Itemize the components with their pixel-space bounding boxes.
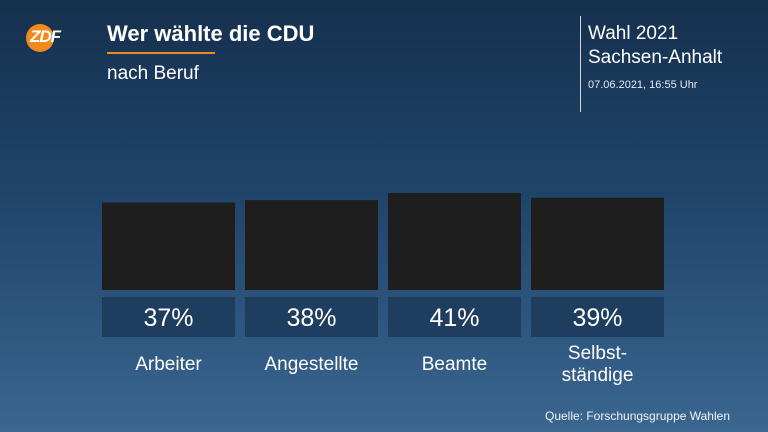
value-box-3 bbox=[531, 297, 664, 337]
value-box-1 bbox=[245, 297, 378, 337]
election-region: Sachsen-Anhalt bbox=[588, 47, 723, 68]
timestamp: 07.06.2021, 16:55 Uhr bbox=[588, 79, 698, 91]
category-label-0: Arbeiter bbox=[135, 354, 202, 375]
page-subtitle: nach Beruf bbox=[107, 63, 199, 84]
election-info: Wahl 2021 Sachsen-Anhalt bbox=[588, 22, 722, 70]
election-name: Wahl 2021 bbox=[588, 23, 679, 44]
zdf-logo: ZDF bbox=[26, 24, 80, 52]
source-note: Quelle: Forschungsgruppe Wahlen bbox=[545, 409, 730, 423]
value-label-0: 37% bbox=[143, 304, 193, 332]
value-box-2 bbox=[388, 297, 521, 337]
bar-0 bbox=[102, 202, 235, 290]
value-label-2: 41% bbox=[429, 304, 479, 332]
value-box-0 bbox=[102, 297, 235, 337]
header-divider bbox=[580, 16, 581, 112]
category-label-1: Angestellte bbox=[264, 354, 358, 375]
bar-1 bbox=[245, 200, 378, 290]
category-label-2: Beamte bbox=[422, 354, 487, 375]
bar-2 bbox=[388, 193, 521, 290]
logo-text: ZDF bbox=[30, 27, 61, 46]
category-label-3: Selbst-ständige bbox=[562, 343, 634, 386]
value-label-1: 38% bbox=[286, 304, 336, 332]
page-title: Wer wählte die CDU bbox=[107, 21, 315, 46]
bar-3 bbox=[531, 197, 664, 290]
title-underline bbox=[107, 52, 215, 54]
value-label-3: 39% bbox=[572, 304, 622, 332]
logo-circle-icon bbox=[26, 24, 54, 52]
